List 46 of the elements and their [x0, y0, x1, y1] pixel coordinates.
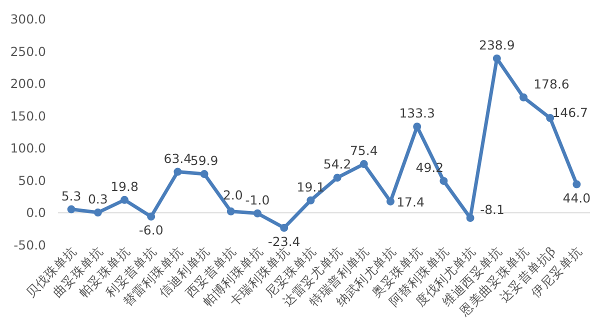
text: -23.4 — [268, 234, 300, 249]
point — [254, 209, 262, 218]
text: -1.0 — [245, 192, 270, 208]
point — [440, 176, 448, 185]
y-tick-label: 250.0 — [10, 44, 46, 59]
point — [466, 214, 474, 222]
y-tick-label: -50.0 — [14, 238, 46, 252]
y-tick-label: 100.0 — [10, 140, 46, 156]
point — [67, 205, 76, 214]
text: 178.6 — [534, 76, 570, 92]
text: 146.7 — [552, 104, 588, 120]
text: 59.9 — [190, 153, 218, 168]
point — [174, 168, 182, 176]
text: 17.4 — [396, 194, 424, 210]
y-tick-label: 50.0 — [18, 172, 46, 188]
text: 44.0 — [562, 190, 591, 206]
point — [280, 224, 288, 232]
point — [226, 207, 235, 216]
text: -6.0 — [138, 222, 164, 238]
point — [94, 208, 102, 217]
point — [333, 174, 342, 182]
point — [200, 170, 208, 178]
text: 133.3 — [399, 106, 435, 121]
text: 2.0 — [222, 187, 243, 202]
point — [386, 197, 394, 206]
point — [492, 54, 501, 62]
text: 238.9 — [479, 37, 515, 52]
point — [546, 114, 554, 122]
point — [306, 196, 315, 204]
y-tick-label: 0.0 — [26, 205, 46, 220]
text: 75.4 — [350, 143, 378, 158]
point — [572, 180, 581, 188]
text: 54.2 — [323, 156, 352, 172]
text: 19.8 — [110, 178, 138, 194]
y-tick-label: 200.0 — [10, 76, 46, 92]
y-tick-label: 150.0 — [10, 108, 46, 124]
y-tick-label: 300.0 — [10, 12, 46, 26]
text: 63.4 — [164, 150, 192, 166]
point — [520, 93, 528, 102]
text: 5.3 — [61, 188, 82, 204]
text: 19.1 — [296, 179, 325, 194]
point — [147, 212, 156, 221]
point — [120, 196, 128, 204]
text: 0.3 — [88, 192, 108, 207]
text: -8.1 — [480, 202, 504, 217]
point — [360, 160, 368, 168]
